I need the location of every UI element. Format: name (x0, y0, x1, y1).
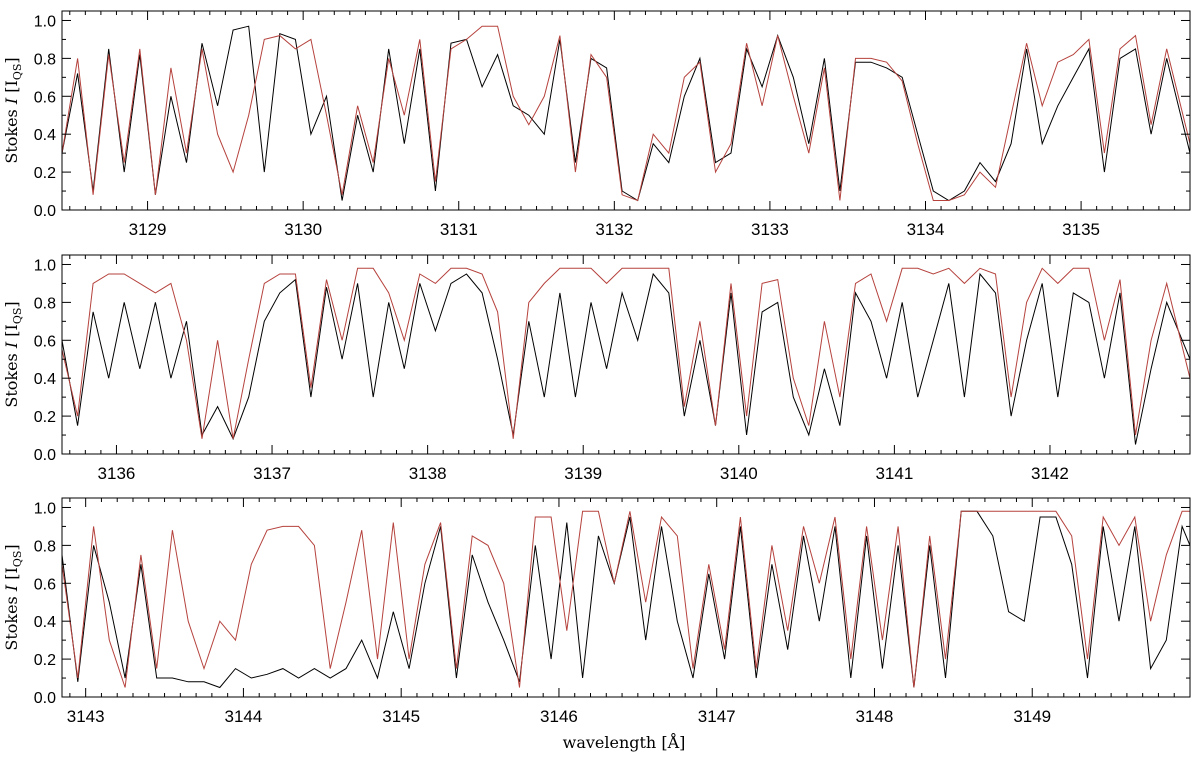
y-tick-label: 0.8 (34, 538, 56, 555)
plot-frame (61, 254, 1191, 455)
observed-spectrum-line (62, 25, 1190, 202)
plot-frame (61, 497, 1191, 698)
y-tick-label: 0.2 (34, 409, 56, 426)
x-tick-label: 3129 (129, 220, 167, 239)
spectrum-panel-3: 3143 3144 3145 3146 3147 3148 3149 0.0 0.2 0.4 0.6… (2, 497, 1191, 726)
model-spectrum-line (62, 25, 1190, 202)
y-axis-label: Stokes I [IQS] (2, 544, 24, 650)
y-tick-label: 0.2 (34, 652, 56, 669)
y-axis-label: Stokes I [IQS] (2, 57, 24, 163)
y-tick-label: 0.0 (34, 690, 56, 707)
model-spectrum-line (62, 267, 1190, 439)
x-axis-label: wavelength [Å] (563, 732, 686, 752)
series-group (62, 25, 1190, 202)
y-tick-label: 0.8 (34, 51, 56, 68)
y-tick-label: 0.6 (34, 333, 56, 350)
observed-spectrum-line (62, 510, 1190, 689)
series-group (62, 267, 1190, 445)
x-tick-label: 3136 (98, 464, 136, 483)
y-tick-label: 1.0 (34, 13, 56, 30)
plot-frame (61, 10, 1191, 211)
y-tick-label: 0.2 (34, 165, 56, 182)
x-tick-label: 3142 (1031, 464, 1069, 483)
x-tick-label: 3147 (698, 707, 736, 726)
y-tick-label: 0.4 (34, 127, 56, 144)
x-tick-label: 3135 (1062, 220, 1100, 239)
x-tick-label: 3130 (284, 220, 322, 239)
model-spectrum-line (62, 510, 1190, 688)
y-tick-label: 0.4 (34, 371, 56, 388)
series-group (62, 510, 1190, 689)
x-tick-label: 3146 (540, 707, 578, 726)
y-tick-label: 0.6 (34, 576, 56, 593)
x-tick-label: 3134 (907, 220, 945, 239)
y-tick-label: 1.0 (34, 257, 56, 274)
x-tick-label: 3141 (875, 464, 913, 483)
y-tick-label: 0.8 (34, 295, 56, 312)
y-tick-label: 0.4 (34, 614, 56, 631)
x-tick-label: 3149 (1013, 707, 1051, 726)
x-tick-label: 3144 (225, 707, 263, 726)
x-tick-label: 3132 (595, 220, 633, 239)
y-axis-label: Stokes I [IQS] (2, 301, 24, 407)
x-tick-label: 3145 (382, 707, 420, 726)
y-tick-label: 1.0 (34, 500, 56, 517)
y-tick-label: 0.6 (34, 89, 56, 106)
x-tick-label: 3131 (440, 220, 478, 239)
x-tick-label: 3133 (751, 220, 789, 239)
x-tick-label: 3137 (253, 464, 291, 483)
observed-spectrum-line (62, 272, 1190, 445)
x-tick-label: 3139 (564, 464, 602, 483)
x-tick-label: 3140 (720, 464, 758, 483)
x-tick-label: 3148 (856, 707, 894, 726)
spectrum-panel-1: 3129 3130 3131 3132 3133 3134 3135 0.0 0.2 0.4 0.6… (2, 10, 1191, 239)
x-tick-label: 3143 (67, 707, 105, 726)
y-tick-label: 0.0 (34, 447, 56, 464)
x-tick-label: 3138 (409, 464, 447, 483)
spectrum-panel-2: 3136 3137 3138 3139 3140 3141 3142 0.0 0.2 0.4 0.6… (2, 254, 1191, 483)
y-tick-label: 0.0 (34, 203, 56, 220)
